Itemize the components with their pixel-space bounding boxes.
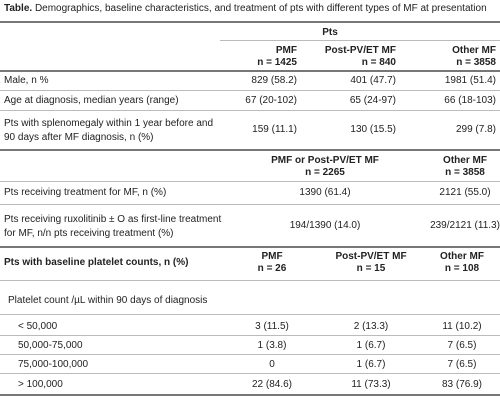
cell-value: 2 (13.3) [353,321,389,332]
table-caption: Table. Demographics, baseline characteri… [4,3,487,15]
cell-value: 7 (6.5) [447,359,477,370]
rule [0,110,500,111]
caption-label: Table. [4,3,33,14]
rule [0,335,500,336]
cell-value: 83 (76.9) [441,379,483,390]
cell-value: 159 (11.1) [252,124,297,135]
cell-value: 239/2121 (11.3) [430,220,500,231]
rule [0,354,500,355]
cell-value: 65 (24-97) [349,95,396,106]
rule [0,204,500,205]
column-header: PMF [261,251,283,262]
cell-value: 1 (6.7) [356,359,386,370]
column-header: Post-PV/ET MF [335,251,407,262]
cell-value: 1 (6.7) [356,340,386,351]
rule [0,149,500,151]
row-label: Pts with splenomegaly within 1 year befo… [4,118,214,143]
column-n: n = 3858 [456,57,496,68]
row-label: Age at diagnosis, median years (range) [4,95,179,106]
cell-value: 194/1390 (14.0) [289,220,361,231]
cell-value: 829 (58.2) [251,75,297,86]
column-n: n = 108 [444,263,480,274]
row-label: 75,000-100,000 [18,359,89,370]
cell-value: 1 (3.8) [257,340,287,351]
row-label: Male, n % [4,75,49,86]
row-group-label: Platelet count /µL within 90 days of dia… [8,295,208,306]
column-n: n = 3858 [445,167,485,178]
cell-value: 66 (18-103) [444,95,496,106]
rule [220,40,500,41]
cell-value: 22 (84.6) [251,379,293,390]
column-n: n = 26 [257,263,287,274]
row-label: < 50,000 [18,321,58,332]
column-header: Other MF [452,45,496,56]
rule [0,181,500,182]
cell-value: 3 (11.5) [255,321,289,332]
cell-value: 401 (47.7) [350,75,396,86]
rule [0,70,500,72]
cell-value: 11 (73.3) [351,379,391,390]
column-n: n = 2265 [305,167,345,178]
rule [0,90,500,91]
row-label: 50,000-75,000 [18,340,83,351]
rule [0,394,500,396]
cell-value: 0 [269,359,275,370]
column-header: Other MF [443,155,487,166]
column-n: n = 15 [356,263,386,274]
group-header: Pts [322,27,338,38]
cell-value: 11 (10.2) [442,321,482,332]
section-header: Pts with baseline platelet counts, n (%) [4,257,189,268]
rule [0,280,500,281]
column-n: n = 840 [361,57,396,68]
column-header: Other MF [440,251,484,262]
cell-value: 1981 (51.4) [444,75,496,86]
column-n: n = 1425 [257,57,297,68]
row-label: > 100,000 [18,379,63,390]
column-header: Post-PV/ET MF [324,45,396,56]
rule [0,21,500,23]
row-label: Pts receiving ruxolitinib ± O as first-l… [4,214,222,239]
cell-value: 7 (6.5) [447,340,477,351]
cell-value: 1390 (61.4) [299,187,351,198]
rule [0,373,500,374]
row-label: Pts receiving treatment for MF, n (%) [4,187,167,198]
cell-value: 2121 (55.0) [439,187,491,198]
rule [0,314,500,315]
column-header: PMF [275,45,297,56]
cell-value: 67 (20-102) [245,95,297,106]
cell-value: 130 (15.5) [350,124,396,135]
cell-value: 299 (7.8) [455,124,496,135]
column-header: PMF or Post-PV/ET MF [271,155,379,166]
caption-text: Demographics, baseline characteristics, … [34,3,487,14]
rule [0,246,500,248]
